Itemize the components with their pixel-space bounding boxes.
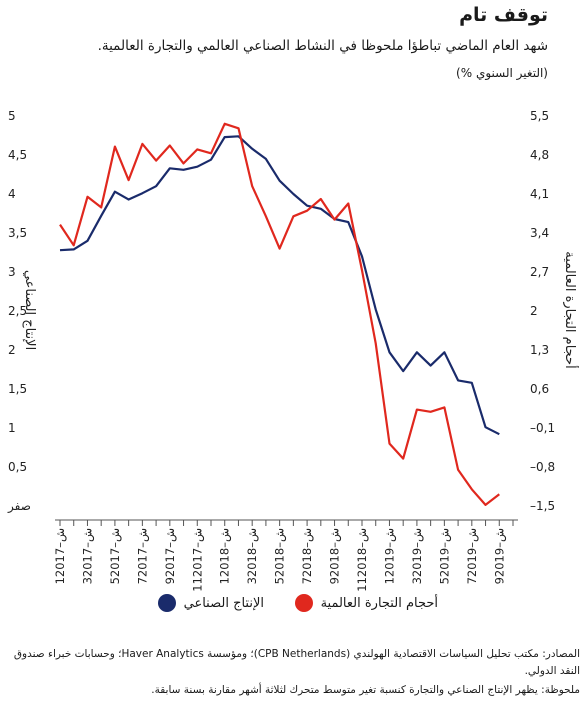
x-tick-label: 3ش–2018 — [245, 528, 260, 584]
x-tick-label: 3ش–2019 — [410, 528, 425, 584]
x-tick-label: 11ش–2018 — [355, 528, 370, 592]
right-tick-label: –0,8 — [530, 460, 555, 474]
x-tick-label: 5ش–2019 — [437, 528, 452, 584]
line-chart: صفر 0,5 1 1,5 2 2,5 3 3,5 4 4,5 5 –1,5 –0,8 –0,1 0,6 1,… — [7, 109, 579, 592]
right-tick-label: 4,8 — [530, 148, 549, 162]
left-tick-label: 1 — [8, 421, 16, 435]
right-axis-title: أحجام التجارة العالمية — [562, 251, 579, 368]
left-tick-label: 3,5 — [8, 226, 27, 240]
x-tick-label: 3ش–2017 — [80, 528, 95, 584]
legend-label-trade: أحجام التجارة العالمية — [320, 595, 438, 611]
right-tick-label: 4,1 — [530, 187, 549, 201]
left-tick-label: 2,5 — [8, 304, 27, 318]
left-axis-title: الإنتاج الصناعي — [22, 270, 37, 350]
x-tick-label: 1ش–2019 — [382, 528, 397, 584]
x-tick-label: 9ش–2017 — [163, 528, 178, 584]
right-tick-label: 0,6 — [530, 382, 549, 396]
legend-item-industrial: الإنتاج الصناعي — [157, 594, 264, 612]
x-tick-label: 7ش–2018 — [300, 528, 315, 584]
right-tick-label: 5,5 — [530, 109, 549, 123]
right-tick-label: 3,4 — [530, 226, 549, 240]
industrial-production-line — [59, 135, 500, 436]
legend-dot-trade — [294, 594, 313, 612]
legend-item-trade: أحجام التجارة العالمية — [294, 594, 438, 612]
left-tick-label: 4,5 — [8, 148, 27, 162]
legend-label-industrial: الإنتاج الصناعي — [183, 595, 264, 611]
left-tick-label: 0,5 — [8, 460, 27, 474]
x-tick-label: 9ش–2018 — [328, 528, 343, 584]
x-tick-label: 5ش–2018 — [273, 528, 288, 584]
x-tick-label: 9ش–2019 — [492, 528, 507, 584]
x-tick-label: 1ش–2018 — [218, 528, 233, 584]
left-tick-label: 1,5 — [8, 382, 27, 396]
x-tick-label: 7ش–2019 — [465, 528, 480, 584]
right-tick-label: –0,1 — [530, 421, 555, 435]
right-tick-label: 2,7 — [530, 265, 549, 279]
x-tick-label: 5ش–2017 — [108, 528, 123, 584]
left-tick-label: 5 — [8, 109, 16, 123]
left-tick-label: 4 — [8, 187, 16, 201]
x-tick-label: 1ش–2017 — [53, 528, 68, 584]
left-tick-label: 3 — [8, 265, 16, 279]
chart-subtitle: شهد العام الماضي تباطؤا ملحوظا في النشاط… — [97, 38, 548, 54]
left-tick-label: صفر — [7, 499, 31, 514]
trade-volume-line — [59, 122, 500, 506]
sources-note: المصادر: مكتب تحليل السياسات الاقتصادية … — [13, 648, 580, 677]
right-tick-label: 1,3 — [530, 343, 549, 357]
left-tick-label: 2 — [8, 343, 16, 357]
footnotes: المصادر: مكتب تحليل السياسات الاقتصادية … — [6, 646, 580, 700]
chart-title: توقف تام — [459, 4, 548, 26]
unit-label: (التغير السنوي %) — [456, 66, 548, 80]
legend-dot-industrial — [157, 594, 176, 612]
right-tick-label: 2 — [530, 304, 538, 318]
legend: أحجام التجارة العالمية الإنتاج الصناعي — [0, 594, 586, 620]
x-tick-label: 7ش–2017 — [135, 528, 150, 584]
x-tick-label: 11ش–2017 — [190, 528, 205, 592]
right-tick-label: –1,5 — [530, 499, 555, 513]
method-note: ملحوظة: يظهر الإنتاج الصناعي والتجارة كن… — [151, 683, 580, 696]
